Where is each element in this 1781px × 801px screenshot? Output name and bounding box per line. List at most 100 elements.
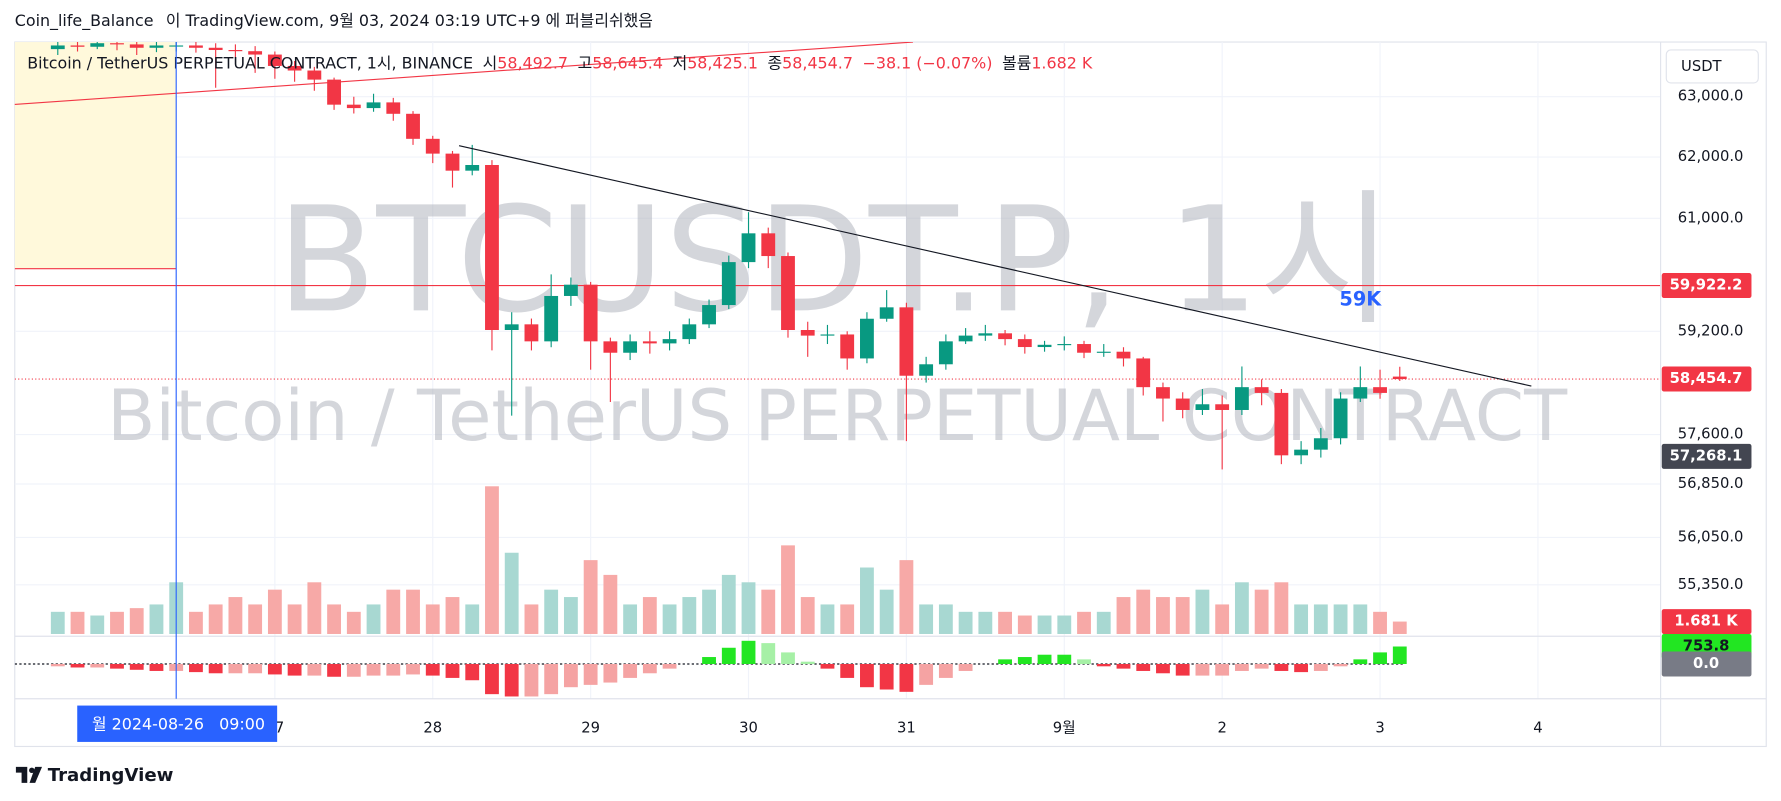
candle-body: [524, 324, 539, 342]
volume-bar: [129, 608, 144, 634]
volume-bar: [544, 589, 559, 634]
volume-bar: [820, 604, 835, 634]
oscillator-tag: 0.0: [1693, 655, 1719, 672]
oscillator-bar: [287, 663, 302, 676]
volume-bar: [90, 615, 105, 634]
volume-bar: [1373, 611, 1387, 634]
candle-body: [583, 284, 598, 342]
candle-body: [899, 307, 914, 376]
candle-body: [366, 102, 381, 109]
candle-body: [327, 79, 341, 105]
volume-bar: [662, 604, 677, 634]
oscillator-bar: [445, 663, 460, 678]
candle-body: [248, 51, 263, 55]
candle-body: [741, 233, 756, 263]
oscillator-bar: [1096, 663, 1111, 667]
oscillator-bar: [465, 663, 480, 681]
candle-body: [938, 341, 953, 365]
candle-body: [189, 45, 203, 48]
price-tag: 58,454.7: [1670, 370, 1743, 387]
y-tick-label: 59,200.0: [1678, 322, 1744, 339]
candle-body: [998, 333, 1012, 340]
oscillator-bar: [1037, 654, 1052, 664]
price-tag-bg: [1661, 443, 1752, 469]
volume-bar: [366, 604, 381, 634]
oscillator-bar: [583, 663, 598, 685]
oscillator-bar: [1254, 663, 1269, 669]
volume-bar: [938, 604, 953, 634]
volume-bar: [1392, 621, 1407, 634]
oscillator-bar: [563, 663, 578, 688]
candle-body: [346, 104, 361, 109]
candle-body: [1215, 404, 1230, 410]
candle-body: [445, 153, 460, 171]
legend-volume: 1.682 K: [1031, 53, 1093, 72]
candle-body: [978, 333, 993, 336]
oscillator-bar: [208, 663, 223, 674]
legend-low-label: 저: [673, 53, 688, 72]
candle-body: [1116, 351, 1131, 359]
candle-body: [50, 45, 65, 50]
volume-bar: [860, 567, 874, 634]
oscillator-tag: 753.8: [1683, 638, 1730, 655]
volume-bar: [228, 597, 243, 634]
axes: 63,000.0 62,000.0 61,000.0 59,200.0 57,600.0…: [265, 88, 1743, 737]
volume-bar: [919, 604, 934, 634]
candle-body: [1096, 351, 1111, 353]
volume-bar: [1254, 589, 1269, 634]
candle-body: [465, 165, 480, 171]
currency-button[interactable]: [1665, 49, 1759, 84]
oscillator-bar: [1333, 663, 1348, 667]
y-tick-label: 57,600.0: [1678, 426, 1744, 443]
oscillator-bar: [958, 663, 973, 671]
oscillator-bar: [544, 663, 559, 695]
oscillator-bar: [1136, 663, 1151, 671]
x-tick-label: 3: [1375, 719, 1384, 736]
y-tick-label: 56,850.0: [1678, 475, 1744, 492]
oscillator-bar: [90, 663, 105, 668]
candle-body: [563, 284, 578, 296]
volume-bar: [781, 545, 795, 634]
candle-body: [129, 44, 144, 48]
y-tick-label: 56,050.0: [1678, 528, 1744, 545]
oscillator-bar: [386, 663, 401, 676]
x-tick-label: 28: [423, 719, 442, 736]
oscillator-bar: [248, 663, 263, 674]
oscillator-bar: [327, 663, 341, 677]
candle-body: [307, 70, 322, 80]
candle-body: [1254, 387, 1269, 393]
volume-bar: [1353, 604, 1368, 634]
candle-body: [1294, 449, 1309, 456]
x-tick-label: 31: [897, 719, 916, 736]
volume-bar: [287, 604, 302, 634]
oscillator-bar: [761, 643, 776, 664]
legend-high: 58,645.4: [592, 53, 663, 72]
volume-bar: [267, 589, 282, 634]
trendline: [14, 42, 914, 106]
y-tick-label: 55,350.0: [1678, 576, 1744, 593]
volume-bar: [702, 589, 716, 634]
oscillator-bar: [603, 663, 618, 683]
volume-bar: [327, 604, 341, 634]
currency[interactable]: USDT: [1681, 58, 1723, 75]
volume-bar: [583, 560, 598, 634]
oscillator-bar: [228, 663, 243, 674]
oscillator-bar: [149, 663, 164, 671]
legend-open: 58,492.7: [497, 53, 568, 72]
oscillator-bar: [129, 663, 144, 670]
candle-body: [603, 341, 618, 353]
oscillator-bar: [820, 663, 835, 669]
volume-bar: [958, 611, 973, 634]
legend-open-label: 시: [483, 53, 498, 72]
oscillator-bar: [721, 647, 736, 664]
candle-body: [958, 335, 973, 342]
oscillator-bar: [504, 663, 519, 697]
candle-body: [544, 295, 559, 342]
y-tick-label: 61,000.0: [1678, 209, 1744, 226]
volume-bar: [1294, 604, 1309, 634]
volume-bar: [465, 604, 480, 634]
legend-high-label: 고: [578, 53, 593, 72]
volume-bar: [1333, 604, 1348, 634]
oscillator-bar: [879, 663, 894, 690]
